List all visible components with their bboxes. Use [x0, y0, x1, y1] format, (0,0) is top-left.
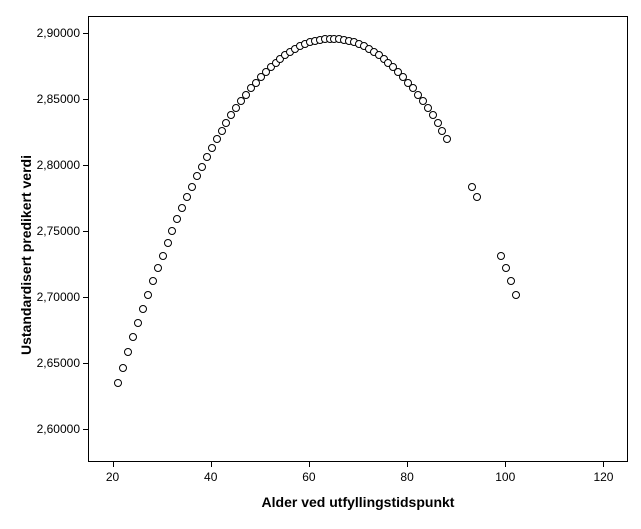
data-point [149, 277, 157, 285]
data-point [159, 252, 167, 260]
x-tick-label: 120 [593, 470, 613, 484]
x-tick [309, 462, 310, 467]
data-point [124, 348, 132, 356]
y-tick-label: 2,75000 [37, 224, 80, 238]
chart-container: Ustandardisert predikert verdi Alder ved… [0, 0, 641, 529]
y-tick [83, 429, 88, 430]
data-point [154, 264, 162, 272]
data-point [164, 239, 172, 247]
data-point [203, 153, 211, 161]
x-tick-label: 60 [302, 470, 315, 484]
y-tick-label: 2,85000 [37, 92, 80, 106]
x-tick-label: 20 [106, 470, 119, 484]
y-tick [83, 363, 88, 364]
y-tick-label: 2,80000 [37, 158, 80, 172]
data-point [222, 119, 230, 127]
data-point [183, 193, 191, 201]
data-point [502, 264, 510, 272]
data-point [507, 277, 515, 285]
x-tick-label: 80 [400, 470, 413, 484]
data-point [178, 204, 186, 212]
y-tick [83, 231, 88, 232]
data-point [129, 333, 137, 341]
data-point [168, 227, 176, 235]
y-tick [83, 297, 88, 298]
y-tick-label: 2,90000 [37, 26, 80, 40]
data-point [443, 135, 451, 143]
data-point [512, 291, 520, 299]
data-point [438, 127, 446, 135]
x-tick [603, 462, 604, 467]
data-point [173, 215, 181, 223]
y-tick-label: 2,70000 [37, 290, 80, 304]
x-tick [113, 462, 114, 467]
data-point [134, 319, 142, 327]
data-point [232, 104, 240, 112]
y-tick [83, 33, 88, 34]
data-point [218, 127, 226, 135]
data-point [193, 172, 201, 180]
data-point [213, 135, 221, 143]
plot-area [88, 16, 628, 462]
data-point [473, 193, 481, 201]
data-point [144, 291, 152, 299]
x-axis-label: Alder ved utfyllingstidspunkt [88, 494, 628, 510]
data-point [497, 252, 505, 260]
y-tick [83, 165, 88, 166]
x-tick [407, 462, 408, 467]
x-tick-label: 40 [204, 470, 217, 484]
x-tick-label: 100 [495, 470, 515, 484]
data-point [188, 183, 196, 191]
data-point [468, 183, 476, 191]
data-point [208, 144, 216, 152]
data-point [139, 305, 147, 313]
data-point [227, 111, 235, 119]
data-point [114, 379, 122, 387]
y-tick [83, 99, 88, 100]
data-point [429, 111, 437, 119]
data-point [198, 163, 206, 171]
y-tick-label: 2,60000 [37, 422, 80, 436]
data-point [119, 364, 127, 372]
y-axis-label: Ustandardisert predikert verdi [18, 155, 34, 355]
x-tick [211, 462, 212, 467]
y-tick-label: 2,65000 [37, 356, 80, 370]
data-point [434, 119, 442, 127]
x-tick [505, 462, 506, 467]
